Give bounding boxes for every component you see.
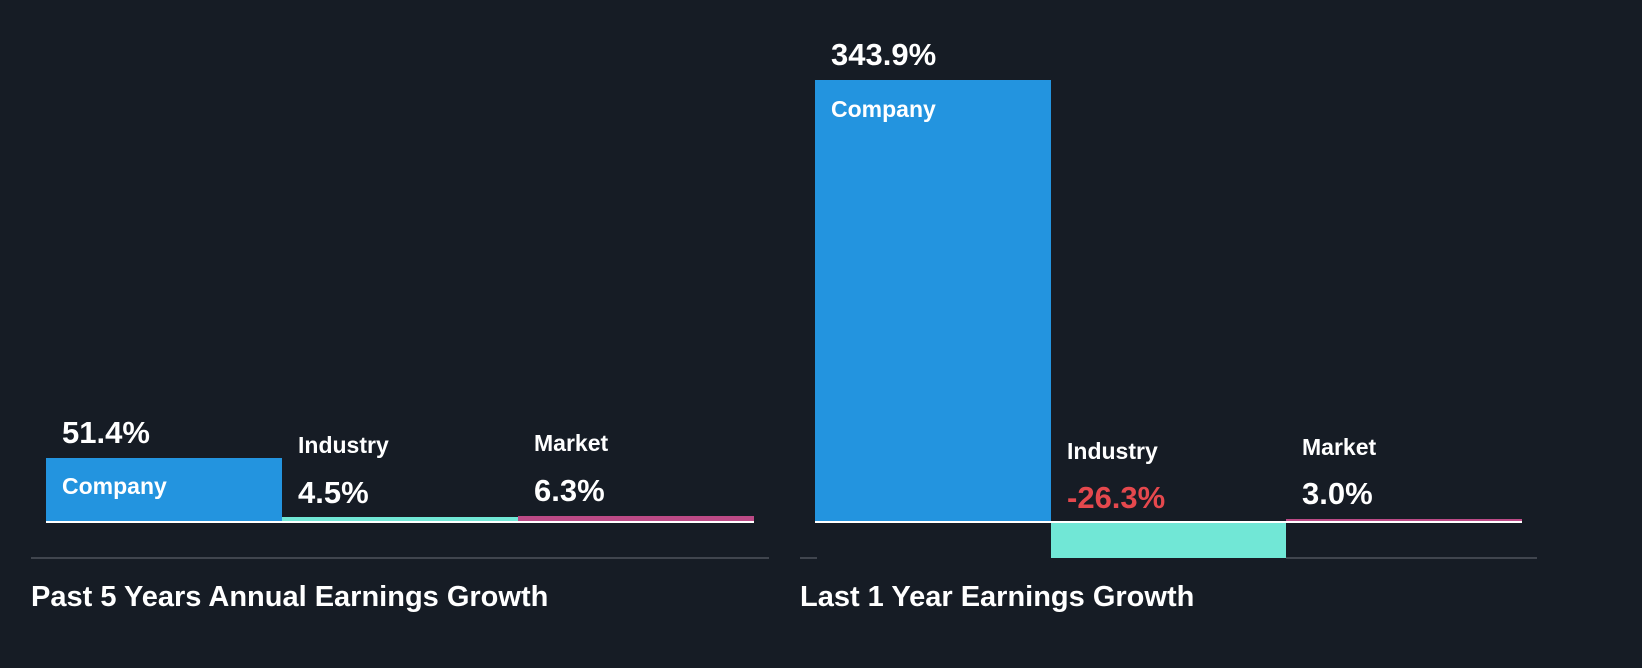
zero-baseline [815,521,1522,523]
industry-bar [282,517,518,522]
divider-line-left [800,557,817,559]
divider-line-right [1286,557,1537,559]
company-value: 51.4% [62,415,150,450]
company-label: Company [831,96,936,122]
industry-value: 4.5% [298,475,369,510]
company-bar [815,80,1051,522]
market-bar [518,516,754,522]
company-label: Company [62,473,167,499]
company-bar [46,458,282,522]
company-value: 343.9% [831,37,937,72]
chart-title: Past 5 Years Annual Earnings Growth [31,581,549,613]
divider-line [31,557,769,559]
chart-past-5-years: 51.4% Company Industry 4.5% Market 6.3% … [0,0,800,668]
industry-bar [1051,522,1286,558]
market-label: Market [534,430,609,456]
zero-baseline [46,521,754,523]
industry-label: Industry [298,432,389,458]
industry-value: -26.3% [1067,480,1166,515]
market-bar [1286,519,1522,522]
market-value: 6.3% [534,473,605,508]
market-label: Market [1302,434,1377,460]
industry-label: Industry [1067,438,1158,464]
chart-title: Last 1 Year Earnings Growth [800,581,1195,613]
market-value: 3.0% [1302,476,1373,511]
